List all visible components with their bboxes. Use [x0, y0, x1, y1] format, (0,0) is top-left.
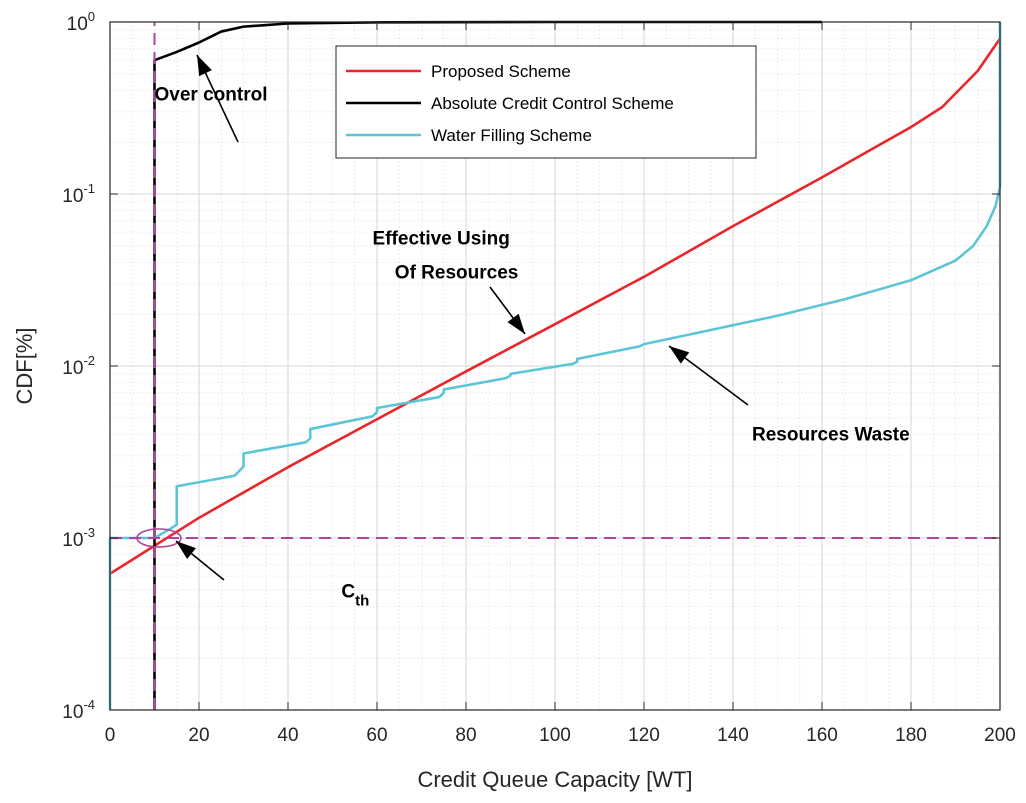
- legend-label: Proposed Scheme: [431, 62, 571, 81]
- annotation-text: Effective Using: [373, 228, 510, 249]
- annotation-arrowhead: [197, 55, 212, 77]
- legend-label: Absolute Credit Control Scheme: [431, 94, 674, 113]
- x-tick-label: 60: [366, 725, 387, 746]
- legend: Proposed Scheme Absolute Credit Control S…: [335, 45, 757, 159]
- y-tick-label: 10-1: [62, 181, 95, 207]
- y-tick-label: 10-3: [62, 525, 95, 551]
- annotation-arrowhead: [669, 346, 690, 364]
- series-layer: [108, 20, 1002, 710]
- x-tick-labels: 0 20 40 60 80 100 120 140 160 180 200: [105, 725, 1016, 746]
- annotation-text: Of Resources: [395, 263, 519, 284]
- series-water-filling-scheme: [108, 22, 1002, 710]
- x-tick-label: 200: [984, 725, 1016, 746]
- annotation-text: Cth: [341, 582, 369, 610]
- x-tick-label: 140: [717, 725, 749, 746]
- x-axis-title: Credit Queue Capacity [WT]: [417, 767, 692, 792]
- tick-marks: [109, 21, 1001, 711]
- threshold-marker: [136, 528, 182, 548]
- x-tick-label: 80: [455, 725, 476, 746]
- x-tick-label: 40: [277, 725, 298, 746]
- annotations: Over control Effective Using Of Resources R…: [155, 54, 910, 610]
- annotation-arrowhead: [176, 541, 196, 560]
- x-tick-label: 160: [806, 725, 838, 746]
- legend-label: Water Filling Scheme: [431, 126, 592, 145]
- x-tick-label: 20: [188, 725, 209, 746]
- y-axis-title: CDF[%]: [12, 328, 37, 405]
- x-tick-label: 120: [628, 725, 660, 746]
- y-tick-labels: 10-4 10-3 10-2 10-1 100: [62, 9, 95, 723]
- y-tick-label: 100: [67, 9, 95, 35]
- annotation-text: Over control: [155, 84, 268, 105]
- y-tick-label: 10-2: [62, 353, 95, 379]
- x-tick-label: 180: [895, 725, 927, 746]
- x-tick-label: 0: [105, 725, 116, 746]
- x-tick-label: 100: [539, 725, 571, 746]
- annotation-text: Resources Waste: [752, 424, 910, 445]
- y-tick-label: 10-4: [62, 697, 95, 723]
- annotation-arrowhead: [507, 313, 525, 334]
- series-proposed-scheme: [109, 37, 1002, 575]
